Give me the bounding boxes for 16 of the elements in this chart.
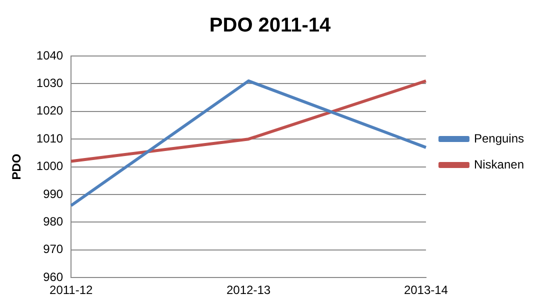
y-tick-label: 960 bbox=[43, 270, 64, 284]
x-tick-label: 2013-14 bbox=[404, 283, 448, 298]
y-tick-label: 970 bbox=[43, 242, 64, 256]
x-tick-label: 2011-12 bbox=[50, 283, 93, 298]
chart-title: PDO 2011-14 bbox=[209, 14, 332, 37]
legend-label: Penguins bbox=[474, 131, 524, 146]
legend-label: Niskanen bbox=[474, 157, 524, 172]
y-tick-label: 980 bbox=[43, 214, 64, 229]
y-tick-label: 1030 bbox=[36, 76, 64, 90]
y-tick-label: 990 bbox=[43, 186, 64, 201]
y-tick-label: 1020 bbox=[36, 104, 64, 118]
y-tick-label: 1000 bbox=[36, 159, 64, 174]
y-tick-label: 1040 bbox=[36, 48, 64, 62]
x-tick-label: 2012-13 bbox=[226, 283, 271, 298]
y-axis-title: PDO bbox=[10, 154, 24, 180]
y-tick-label: 1010 bbox=[36, 131, 64, 146]
